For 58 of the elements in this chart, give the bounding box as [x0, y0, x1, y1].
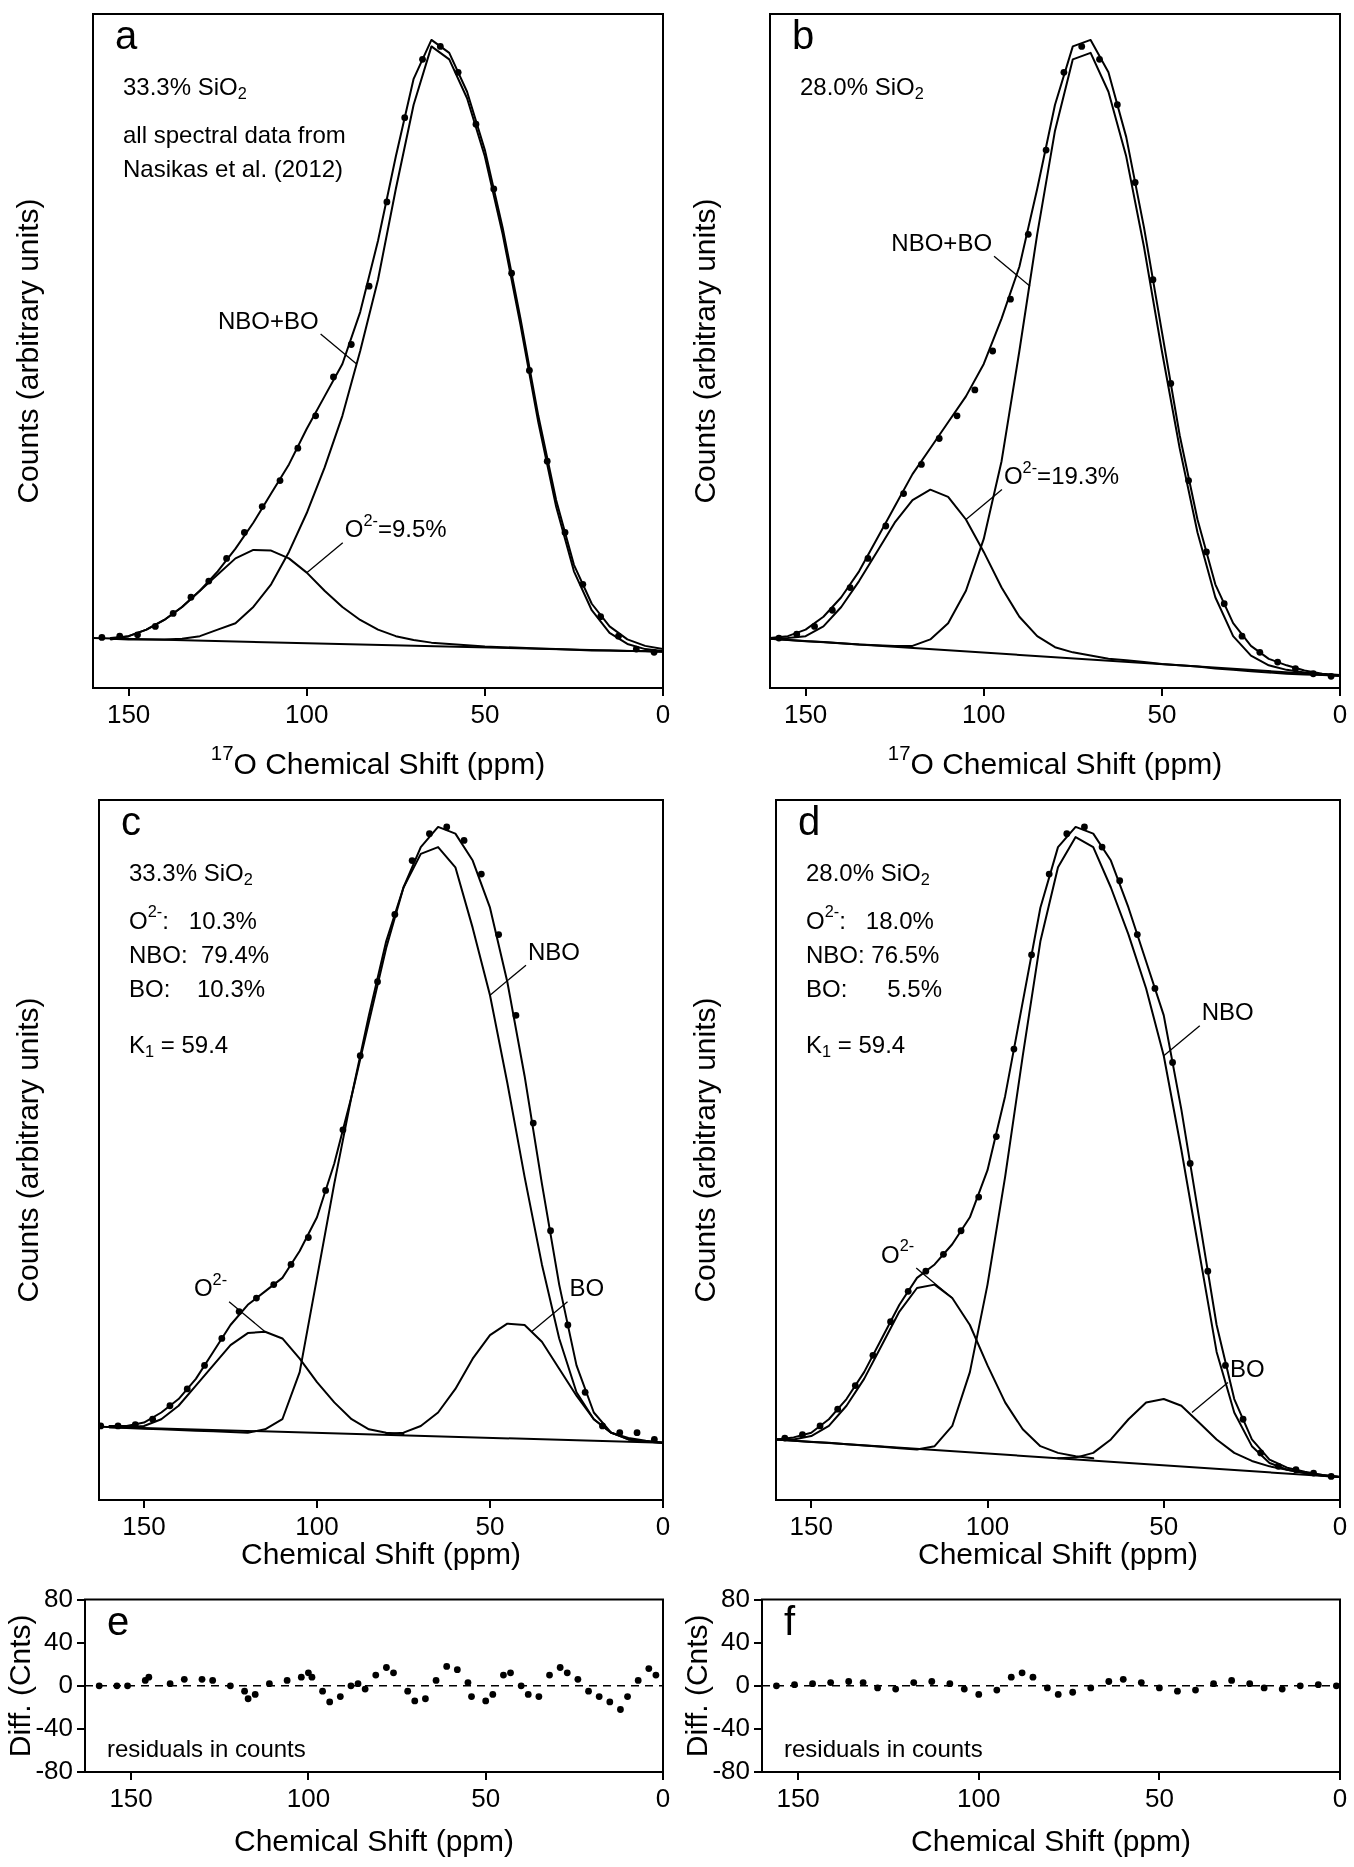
x-tick-label: 150: [776, 1782, 820, 1813]
x-tick-label: 150: [106, 698, 151, 729]
x-tick-label: 150: [783, 698, 828, 729]
x-tick-label: 0: [1332, 1510, 1348, 1541]
y-axis-title: Counts (arbitrary units): [688, 198, 722, 504]
x-tick-label: 0: [655, 698, 671, 729]
y-axis-title: Diff. (Cnts): [3, 1614, 37, 1758]
y-tick-label: 40: [721, 1625, 750, 1656]
annotation: NBO: 76.5%: [806, 940, 940, 968]
x-tick-label: 50: [1144, 1782, 1174, 1813]
annotation: e: [107, 1598, 130, 1643]
x-axis-title: Chemical Shift (ppm): [233, 1824, 515, 1858]
y-tick-label: -40: [712, 1712, 750, 1743]
x-tick-label: 50: [470, 698, 500, 729]
x-tick-label: 50: [471, 1782, 501, 1813]
annotation: NBO: 79.4%: [129, 940, 270, 968]
y-tick-label: 0: [58, 1668, 73, 1699]
annotation: c: [121, 799, 141, 844]
y-tick-label: 80: [721, 1582, 750, 1613]
x-tick-label: 100: [286, 1782, 331, 1813]
annotation: BO: [569, 1274, 605, 1302]
x-tick-label: 50: [1147, 698, 1177, 729]
y-axis-title: Diff. (Cnts): [680, 1614, 714, 1758]
y-tick-label: -40: [35, 1712, 73, 1743]
x-tick-label: 100: [285, 698, 329, 729]
annotation: NBO+BO: [891, 228, 993, 256]
x-tick-label: 0: [655, 1782, 671, 1813]
annotation: BO: 10.3%: [129, 974, 266, 1002]
annotation: f: [784, 1598, 796, 1643]
x-axis-title: Chemical Shift (ppm): [910, 1824, 1192, 1858]
y-axis-title: Counts (arbitrary units): [11, 997, 45, 1303]
x-tick-label: 150: [122, 1510, 166, 1541]
x-tick-label: 100: [957, 1782, 1001, 1813]
annotation: a: [115, 13, 138, 58]
annotation: NBO+BO: [217, 306, 319, 334]
y-tick-label: 80: [44, 1582, 73, 1613]
annotation: residuals in counts: [107, 1734, 306, 1762]
x-tick-label: 150: [109, 1782, 153, 1813]
x-tick-label: 0: [1332, 698, 1348, 729]
annotation: residuals in counts: [784, 1734, 983, 1762]
y-axis-title: Counts (arbitrary units): [688, 997, 722, 1303]
x-tick-label: 150: [789, 1510, 833, 1541]
annotation: Nasikas et al. (2012): [123, 154, 344, 182]
annotation: d: [798, 799, 821, 844]
y-tick-label: 0: [735, 1668, 750, 1699]
annotation: BO: 5.5%: [806, 974, 943, 1002]
y-tick-label: -80: [35, 1755, 73, 1786]
annotation: NBO: [1201, 998, 1254, 1026]
y-axis-title: Counts (arbitrary units): [11, 198, 45, 504]
y-tick-label: 40: [44, 1625, 73, 1656]
x-tick-label: 100: [962, 698, 1006, 729]
x-tick-label: 0: [655, 1510, 671, 1541]
annotation: BO: [1229, 1355, 1265, 1383]
y-tick-label: -80: [712, 1755, 750, 1786]
annotation: b: [792, 13, 815, 58]
annotation: all spectral data from: [123, 120, 346, 148]
annotation: NBO: [527, 937, 581, 965]
x-tick-label: 0: [1332, 1782, 1348, 1813]
